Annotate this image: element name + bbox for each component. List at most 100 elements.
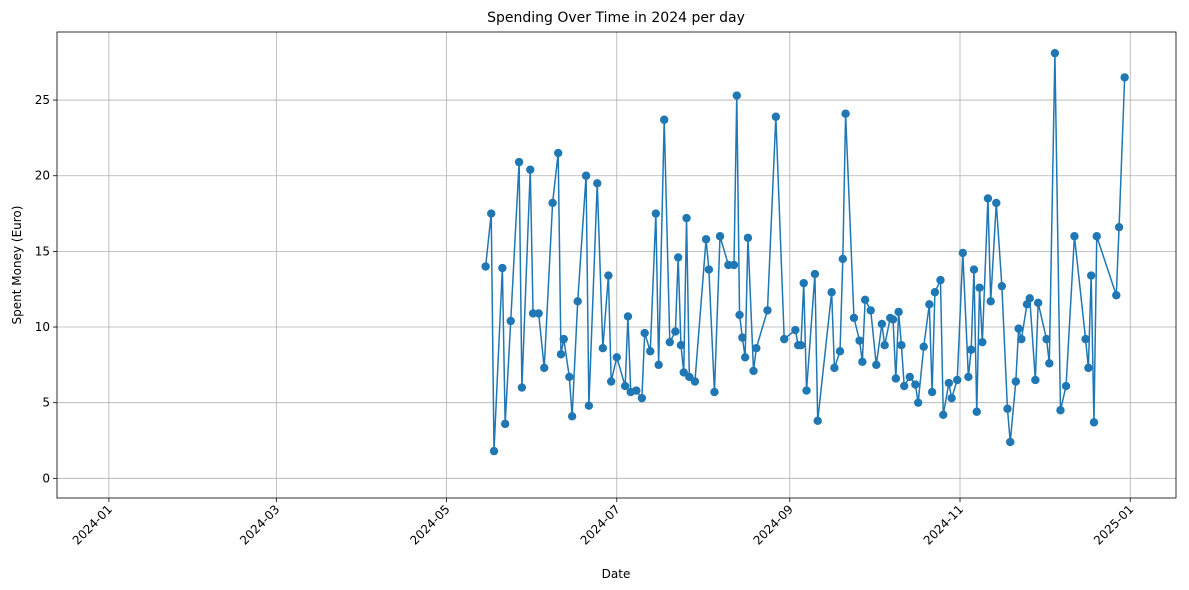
point-marker [685, 372, 694, 382]
point-marker [704, 265, 714, 274]
point-marker [1112, 291, 1121, 300]
point-marker [1061, 381, 1071, 391]
point-marker [944, 378, 954, 388]
point-marker [573, 297, 582, 306]
y-tick-label: 25 [35, 93, 50, 107]
point-marker [735, 310, 744, 320]
plot-frame [56, 31, 1177, 499]
point-marker [841, 109, 850, 118]
point-marker [1081, 334, 1090, 344]
x-axis-label: Date [602, 567, 631, 581]
x-tick-label: 2024-03 [237, 502, 282, 547]
point-marker [827, 288, 836, 297]
point-marker [612, 353, 621, 362]
y-tick-label: 20 [35, 169, 50, 183]
point-marker [838, 254, 848, 264]
point-marker [637, 393, 647, 403]
point-marker [581, 171, 591, 180]
x-tick-label: 2024-11 [921, 502, 966, 547]
point-marker [860, 295, 870, 304]
y-tick-label: 0 [42, 471, 50, 485]
point-marker [729, 260, 739, 270]
x-tick-label: 2024-09 [751, 502, 796, 547]
point-marker [676, 340, 686, 350]
point-marker [796, 340, 806, 350]
point-marker [604, 271, 613, 280]
point-marker [939, 410, 948, 419]
point-marker [780, 334, 789, 344]
point-marker [813, 416, 822, 426]
point-marker [936, 275, 945, 285]
point-marker [651, 209, 661, 218]
point-marker [911, 380, 920, 389]
point-marker [623, 312, 633, 321]
point-marker [1031, 375, 1040, 385]
point-marker [835, 347, 845, 356]
point-marker [620, 381, 630, 391]
point-marker [559, 334, 568, 344]
point-marker [1070, 232, 1079, 241]
point-marker [930, 288, 940, 297]
point-marker [500, 419, 510, 429]
series-line [484, 53, 1126, 452]
x-tick-label: 2024-05 [407, 502, 452, 547]
point-marker [969, 265, 979, 274]
point-marker [919, 342, 928, 351]
point-marker [1017, 334, 1026, 344]
point-marker [858, 357, 867, 367]
point-marker [514, 157, 524, 167]
point-marker [849, 313, 859, 323]
point-marker [872, 360, 881, 370]
point-marker [1089, 418, 1099, 427]
point-marker [548, 198, 557, 208]
point-marker [771, 112, 781, 121]
point-marker [752, 344, 761, 353]
point-marker [598, 344, 608, 353]
point-marker [855, 336, 864, 345]
point-marker [660, 115, 669, 124]
point-marker [1092, 232, 1101, 241]
point-marker [972, 407, 981, 416]
point-marker [799, 278, 808, 288]
point-marker [978, 337, 987, 347]
point-marker [894, 307, 903, 317]
point-marker [830, 363, 839, 373]
point-marker [900, 381, 909, 391]
y-tick-label: 10 [35, 320, 50, 334]
point-marker [506, 316, 515, 326]
point-marker [654, 360, 663, 370]
point-marker [1033, 298, 1043, 308]
point-marker [1042, 334, 1051, 344]
point-marker [1050, 48, 1060, 58]
point-marker [701, 235, 711, 244]
point-marker [567, 412, 577, 421]
point-marker [986, 297, 995, 306]
point-marker [947, 393, 956, 403]
point-marker [556, 350, 566, 359]
point-marker [690, 377, 700, 386]
point-marker [489, 446, 499, 456]
point-marker [682, 213, 691, 223]
point-marker [958, 248, 968, 258]
point-marker [671, 327, 680, 336]
point-marker [1045, 359, 1054, 368]
y-axis-label: Spent Money (Euro) [10, 206, 24, 325]
point-marker [964, 372, 973, 382]
point-marker [802, 386, 811, 395]
point-marker [632, 386, 641, 395]
point-marker [481, 262, 490, 271]
point-marker [905, 372, 914, 382]
point-marker [606, 377, 616, 386]
point-marker [992, 198, 1001, 208]
point-marker [913, 398, 923, 407]
point-marker [743, 233, 753, 242]
point-marker [810, 269, 820, 279]
point-marker [966, 345, 976, 354]
point-marker [1006, 437, 1015, 447]
x-tick-label: 2024-01 [70, 502, 115, 547]
point-marker [866, 306, 875, 315]
y-tick-label: 5 [42, 396, 50, 410]
point-marker [880, 340, 889, 350]
point-marker [1084, 363, 1093, 373]
